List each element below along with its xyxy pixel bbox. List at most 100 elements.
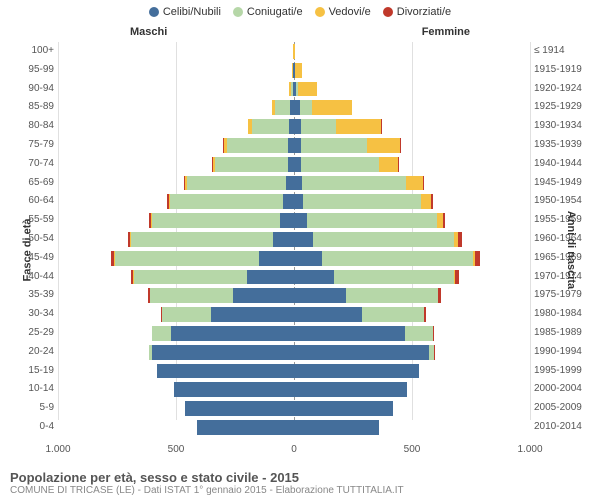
age-row: 100+≤ 1914 bbox=[58, 42, 530, 61]
age-label: 65-69 bbox=[10, 174, 54, 193]
bar-segment bbox=[313, 232, 455, 247]
bar-segment bbox=[294, 251, 322, 266]
birth-year-label: 1990-1994 bbox=[534, 343, 590, 362]
bar-segment bbox=[197, 420, 294, 435]
birth-year-label: 1940-1944 bbox=[534, 155, 590, 174]
y-axis-left-title: Fasce di età bbox=[21, 219, 33, 282]
bar-female bbox=[294, 63, 302, 78]
bar-male bbox=[212, 157, 294, 172]
bar-segment bbox=[431, 194, 433, 209]
bar-segment bbox=[294, 194, 303, 209]
bar-segment bbox=[381, 119, 382, 134]
age-row: 45-491965-1969 bbox=[58, 249, 530, 268]
bar-female bbox=[294, 194, 433, 209]
age-label: 75-79 bbox=[10, 136, 54, 155]
age-row: 35-391975-1979 bbox=[58, 286, 530, 305]
bar-segment bbox=[301, 138, 367, 153]
legend-label: Divorziati/e bbox=[397, 6, 451, 18]
bar-segment bbox=[215, 157, 288, 172]
legend-item: Celibi/Nubili bbox=[149, 6, 221, 18]
age-label: 5-9 bbox=[10, 399, 54, 418]
age-label: 95-99 bbox=[10, 61, 54, 80]
age-label: 90-94 bbox=[10, 80, 54, 99]
bar-female bbox=[294, 232, 462, 247]
bar-female bbox=[294, 176, 424, 191]
legend-swatch bbox=[315, 7, 325, 17]
bar-segment bbox=[312, 100, 352, 115]
bar-male bbox=[149, 345, 294, 360]
bar-segment bbox=[294, 288, 346, 303]
age-row: 30-341980-1984 bbox=[58, 305, 530, 324]
age-label: 85-89 bbox=[10, 98, 54, 117]
age-label: 30-34 bbox=[10, 305, 54, 324]
birth-year-label: 1920-1924 bbox=[534, 80, 590, 99]
bar-segment bbox=[294, 401, 393, 416]
bar-male bbox=[167, 194, 294, 209]
bar-segment bbox=[322, 251, 473, 266]
x-axis: 1.00050005001.000 bbox=[58, 440, 530, 460]
footer-title: Popolazione per età, sesso e stato civil… bbox=[10, 470, 590, 485]
bar-segment bbox=[433, 326, 434, 341]
bar-segment bbox=[294, 232, 313, 247]
age-label: 0-4 bbox=[10, 418, 54, 437]
age-row: 25-291985-1989 bbox=[58, 324, 530, 343]
legend-label: Coniugati/e bbox=[247, 6, 303, 18]
bar-segment bbox=[283, 194, 294, 209]
age-row: 20-241990-1994 bbox=[58, 343, 530, 362]
age-row: 5-92005-2009 bbox=[58, 399, 530, 418]
bar-segment bbox=[298, 82, 317, 97]
birth-year-label: 1930-1934 bbox=[534, 117, 590, 136]
bar-segment bbox=[302, 176, 406, 191]
bar-male bbox=[149, 213, 294, 228]
bar-male bbox=[131, 270, 294, 285]
age-row: 0-42010-2014 bbox=[58, 418, 530, 437]
footer-subtitle: COMUNE DI TRICASE (LE) - Dati ISTAT 1° g… bbox=[10, 485, 590, 496]
age-label: 80-84 bbox=[10, 117, 54, 136]
age-row: 65-691945-1949 bbox=[58, 174, 530, 193]
bar-female bbox=[294, 382, 407, 397]
footer: Popolazione per età, sesso e stato civil… bbox=[10, 470, 590, 496]
bar-segment bbox=[259, 251, 294, 266]
bar-segment bbox=[294, 119, 301, 134]
bar-segment bbox=[162, 307, 212, 322]
bar-segment bbox=[455, 270, 459, 285]
birth-year-label: ≤ 1914 bbox=[534, 42, 590, 61]
birth-year-label: 1970-1974 bbox=[534, 268, 590, 287]
rows-container: 100+≤ 191495-991915-191990-941920-192485… bbox=[58, 42, 530, 437]
bar-male bbox=[197, 420, 294, 435]
bar-segment bbox=[115, 251, 259, 266]
birth-year-label: 1950-1954 bbox=[534, 192, 590, 211]
bar-segment bbox=[157, 364, 294, 379]
bar-segment bbox=[379, 157, 398, 172]
legend: Celibi/Nubili Coniugati/e Vedovi/e Divorzia… bbox=[0, 0, 600, 18]
birth-year-label: 2000-2004 bbox=[534, 380, 590, 399]
bar-segment bbox=[301, 119, 336, 134]
bar-segment bbox=[131, 232, 273, 247]
chart-container: Celibi/Nubili Coniugati/e Vedovi/e Divorzia… bbox=[0, 0, 600, 500]
legend-item: Vedovi/e bbox=[315, 6, 371, 18]
bar-female bbox=[294, 82, 317, 97]
bar-segment bbox=[367, 138, 400, 153]
bar-male bbox=[248, 119, 294, 134]
bar-segment bbox=[294, 326, 405, 341]
bar-segment bbox=[247, 270, 294, 285]
birth-year-label: 1915-1919 bbox=[534, 61, 590, 80]
age-label: 25-29 bbox=[10, 324, 54, 343]
legend-label: Vedovi/e bbox=[329, 6, 371, 18]
bar-segment bbox=[346, 288, 438, 303]
bar-segment bbox=[294, 138, 301, 153]
x-tick-label: 500 bbox=[404, 444, 421, 455]
birth-year-label: 1995-1999 bbox=[534, 362, 590, 381]
birth-year-label: 1965-1969 bbox=[534, 249, 590, 268]
bar-segment bbox=[443, 213, 446, 228]
bar-segment bbox=[400, 138, 401, 153]
legend-item: Divorziati/e bbox=[383, 6, 451, 18]
bar-segment bbox=[406, 176, 423, 191]
bar-male bbox=[184, 176, 294, 191]
bar-female bbox=[294, 401, 393, 416]
age-row: 85-891925-1929 bbox=[58, 98, 530, 117]
bar-segment bbox=[170, 194, 283, 209]
bar-male bbox=[174, 382, 294, 397]
y-axis-right-title: Anni di nascita bbox=[565, 211, 577, 289]
x-tick-label: 0 bbox=[291, 444, 297, 455]
